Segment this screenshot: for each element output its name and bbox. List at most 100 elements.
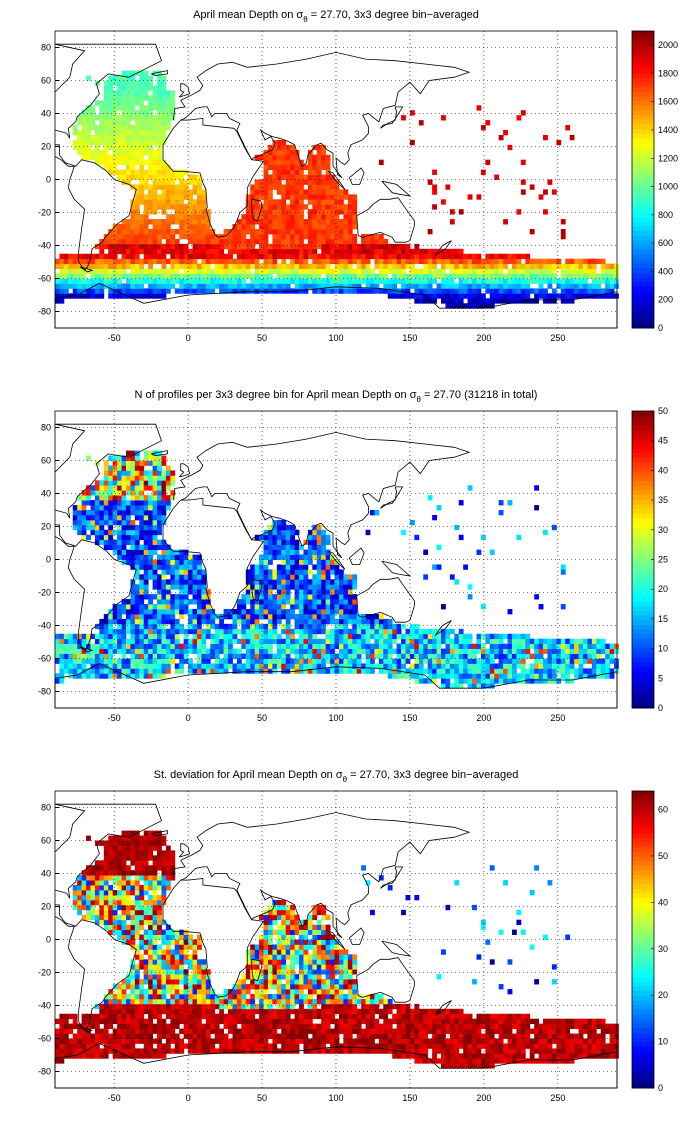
colorbar-swatch	[632, 508, 654, 514]
x-tick-label: 50	[257, 333, 267, 343]
colorbar-swatch	[632, 411, 654, 417]
coastline	[348, 927, 365, 945]
y-tick-label: -60	[38, 274, 51, 284]
colorbar-swatch	[632, 893, 654, 899]
colorbar-swatch	[632, 601, 654, 607]
colorbar-swatch	[632, 142, 654, 148]
colorbar-tick-label: 0	[658, 323, 663, 333]
heatmap-cells	[55, 450, 619, 689]
colorbar-tick-label: 0	[658, 703, 663, 713]
colorbar-swatch	[632, 272, 654, 278]
colorbar-swatch	[632, 434, 654, 440]
colorbar-swatch	[632, 263, 654, 269]
coastline	[54, 144, 137, 271]
colorbar-swatch	[632, 466, 654, 472]
colorbar-swatch	[632, 420, 654, 426]
colorbar-swatch	[632, 193, 654, 199]
colorbar-swatch	[632, 188, 654, 194]
colorbar-tick-label: 20	[658, 990, 668, 1000]
coastline	[251, 578, 263, 602]
colorbar-swatch	[632, 452, 654, 458]
colorbar-swatch	[632, 40, 654, 46]
colorbar-swatch	[632, 869, 654, 876]
colorbar-swatch	[632, 809, 654, 815]
colorbar-swatch	[632, 499, 654, 505]
y-tick-label: -60	[38, 1034, 51, 1044]
coastline	[356, 577, 415, 623]
coastline	[328, 930, 346, 950]
colorbar-frame	[631, 790, 655, 1089]
x-tick-label: 250	[550, 333, 565, 343]
colorbar-swatch	[632, 694, 654, 700]
colorbar-swatch	[632, 990, 654, 996]
colorbar-swatch	[632, 184, 654, 190]
colorbar-swatch	[632, 953, 654, 959]
colorbar-swatch	[632, 165, 654, 171]
colorbar-swatch	[632, 314, 654, 320]
y-tick-label: 40	[41, 109, 51, 119]
colorbar-swatch	[632, 837, 654, 843]
colorbar-swatch	[632, 267, 654, 273]
x-tick-label: -50	[108, 1093, 121, 1103]
colorbar-swatch	[632, 633, 654, 639]
colorbar-swatch	[632, 429, 654, 435]
colorbar-swatch	[632, 443, 654, 449]
colorbar-swatch	[632, 31, 654, 37]
colorbar-swatch	[632, 573, 654, 579]
colorbar-swatch	[632, 517, 654, 523]
colorbar-swatch	[632, 842, 654, 848]
colorbar-swatch	[632, 944, 654, 950]
coastline	[54, 423, 162, 519]
grid	[55, 411, 617, 708]
colorbar-tick-label: 1600	[658, 97, 678, 107]
y-tick-label: 80	[41, 803, 51, 813]
colorbar-swatch	[632, 522, 654, 528]
coastline	[79, 646, 94, 653]
colorbar-swatch	[632, 851, 654, 857]
colorbar-swatch	[632, 670, 654, 677]
colorbar-swatch	[632, 925, 654, 931]
colorbar-swatch	[632, 290, 654, 297]
colorbar-swatch	[632, 123, 654, 129]
x-tick-label: 100	[328, 713, 343, 723]
colorbar-swatch	[632, 531, 654, 537]
colorbar-tick-label: 1200	[658, 153, 678, 163]
colorbar-swatch	[632, 68, 654, 74]
colorbar-tick-label: 45	[658, 436, 668, 446]
coastline	[356, 197, 415, 243]
y-tick-label: 0	[46, 555, 51, 565]
colorbar-tick-label: 50	[658, 406, 668, 416]
y-tick-label: 80	[41, 423, 51, 433]
colorbar-tick-label: 20	[658, 584, 668, 594]
colorbar-swatch	[632, 666, 654, 672]
colorbar-swatch	[632, 323, 654, 329]
colorbar-swatch	[632, 545, 654, 551]
colorbar-swatch	[632, 202, 654, 208]
colorbar-swatch	[632, 828, 654, 834]
colorbar-swatch	[632, 216, 654, 222]
colorbar-swatch	[632, 174, 654, 180]
colorbar-swatch	[632, 105, 654, 111]
y-tick-label: -20	[38, 968, 51, 978]
colorbar-swatch	[632, 559, 654, 565]
colorbar-swatch	[632, 309, 654, 315]
colorbar-swatch	[632, 72, 654, 78]
colorbar-swatch	[632, 596, 654, 602]
colorbar-swatch	[632, 198, 654, 204]
colorbar-swatch	[632, 795, 654, 801]
colorbar-swatch	[632, 489, 654, 496]
colorbar-swatch	[632, 1023, 654, 1029]
chart-title: April mean Depth on σθ = 27.70, 3x3 degr…	[193, 9, 479, 24]
colorbar-tick-label: 200	[658, 295, 673, 305]
colorbar-swatch	[632, 661, 654, 667]
colorbar-tick-label: 1800	[658, 68, 678, 78]
colorbar-swatch	[632, 800, 654, 806]
colorbar-swatch	[632, 930, 654, 936]
coastline	[54, 803, 162, 899]
colorbar-swatch	[632, 1004, 654, 1010]
y-tick-label: 20	[41, 142, 51, 152]
colorbar-swatch	[632, 619, 654, 625]
colorbar-tick-label: 400	[658, 266, 673, 276]
coastline	[178, 463, 191, 478]
colorbar-swatch	[632, 934, 654, 940]
